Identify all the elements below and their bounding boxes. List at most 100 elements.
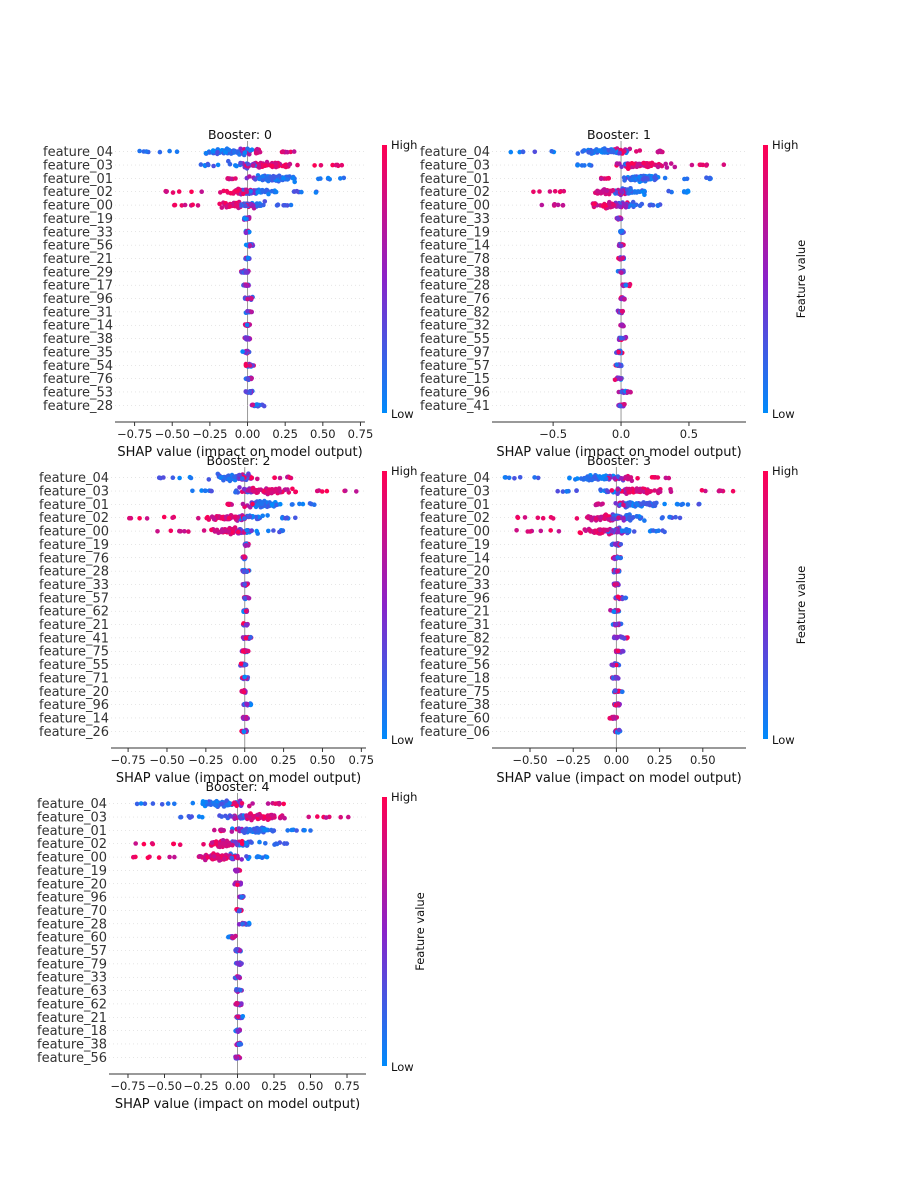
shap-point (557, 189, 563, 195)
shap-point (629, 161, 635, 166)
shap-point (621, 175, 627, 180)
shap-point (172, 801, 177, 807)
feature-dots (225, 498, 317, 510)
shap-point (623, 205, 629, 210)
shap-point (182, 529, 187, 534)
feature-label: feature_56 (43, 239, 113, 254)
shap-point (245, 308, 250, 314)
shap-point (278, 501, 283, 507)
feature-dots (240, 554, 248, 562)
shap-point (250, 501, 255, 507)
shap-point (537, 189, 542, 194)
shap-point (247, 514, 253, 519)
shap-point (229, 855, 235, 861)
shap-point (243, 216, 248, 222)
feature-label: feature_31 (43, 305, 113, 320)
feature-dots (612, 375, 624, 383)
shap-point (532, 149, 538, 155)
feature-label: feature_28 (39, 565, 109, 580)
shap-point (226, 476, 232, 482)
feature-label: feature_38 (43, 332, 113, 347)
shap-point (220, 841, 226, 846)
shap-point (138, 801, 144, 806)
feature-label: feature_06 (420, 725, 490, 740)
shap-point (177, 842, 183, 847)
shap-point (642, 518, 647, 523)
shap-point (343, 488, 348, 494)
colorbar (382, 471, 387, 739)
shap-point (668, 161, 674, 166)
shap-point (240, 649, 246, 654)
feature-label: feature_62 (37, 997, 107, 1012)
shap-point (237, 485, 242, 490)
feature-label: feature_29 (43, 265, 113, 280)
shap-point (177, 528, 182, 534)
shap-point (287, 475, 293, 481)
shap-point (598, 502, 604, 507)
shap-point (270, 163, 275, 168)
feature-label: feature_14 (420, 551, 490, 566)
shap-point (244, 189, 249, 195)
shap-point (672, 164, 678, 170)
shap-point (219, 515, 225, 520)
shap-point (649, 160, 655, 166)
shap-point (190, 488, 195, 494)
shap-point (550, 516, 556, 521)
feature-dots (616, 402, 627, 409)
feature-label: feature_96 (420, 385, 490, 400)
shap-point (610, 662, 616, 668)
shap-point (257, 839, 262, 845)
colorbar-label: Feature value (794, 566, 808, 645)
shap-point (240, 1014, 246, 1019)
feature-label: feature_28 (43, 399, 113, 414)
shap-point (682, 176, 687, 182)
shap-point (532, 475, 537, 480)
shap-point (611, 715, 616, 721)
x-tick-label: 0.25 (272, 427, 298, 441)
shap-point (645, 502, 650, 507)
shap-point (235, 868, 240, 874)
shap-point (597, 148, 602, 153)
shap-point (243, 230, 249, 236)
shap-point (227, 161, 233, 167)
shap-point (259, 501, 265, 507)
shap-point (602, 146, 607, 151)
x-tick-label: 0.5 (680, 427, 698, 441)
shap-point (615, 487, 620, 492)
shap-point (251, 203, 256, 208)
colorbar-high-label: High (772, 138, 798, 152)
shap-point (232, 839, 238, 845)
shap-point (609, 149, 615, 154)
shap-point (271, 175, 277, 180)
colorbar (382, 145, 387, 413)
shap-point (265, 489, 270, 494)
feature-dots (243, 361, 256, 369)
shap-point (619, 189, 624, 194)
shap-point (283, 516, 288, 521)
shap-point (302, 828, 307, 833)
shap-point (631, 203, 637, 208)
shap-point (618, 243, 624, 249)
shap-point (610, 188, 616, 193)
feature-label: feature_28 (420, 279, 490, 294)
feature-dots (610, 554, 624, 562)
shap-point (306, 814, 312, 820)
feature-label: feature_33 (37, 971, 107, 986)
shap-point (165, 801, 171, 806)
shap-point (244, 335, 249, 341)
feature-label: feature_70 (37, 904, 107, 919)
shap-point (625, 389, 631, 394)
shap-point (609, 488, 615, 493)
shap-point (255, 854, 261, 859)
colorbar (382, 797, 387, 1066)
feature-label: feature_38 (420, 265, 490, 280)
shap-point (650, 202, 656, 208)
shap-point (593, 516, 599, 521)
shap-point (279, 814, 285, 820)
shap-point (603, 512, 609, 517)
booster-panel-2: Booster: 2 feature_04feature_03feature_01… (39, 453, 417, 786)
shap-point (208, 488, 213, 494)
feature-dots (615, 308, 626, 316)
feature-dots (612, 727, 623, 735)
shap-point (243, 270, 248, 275)
